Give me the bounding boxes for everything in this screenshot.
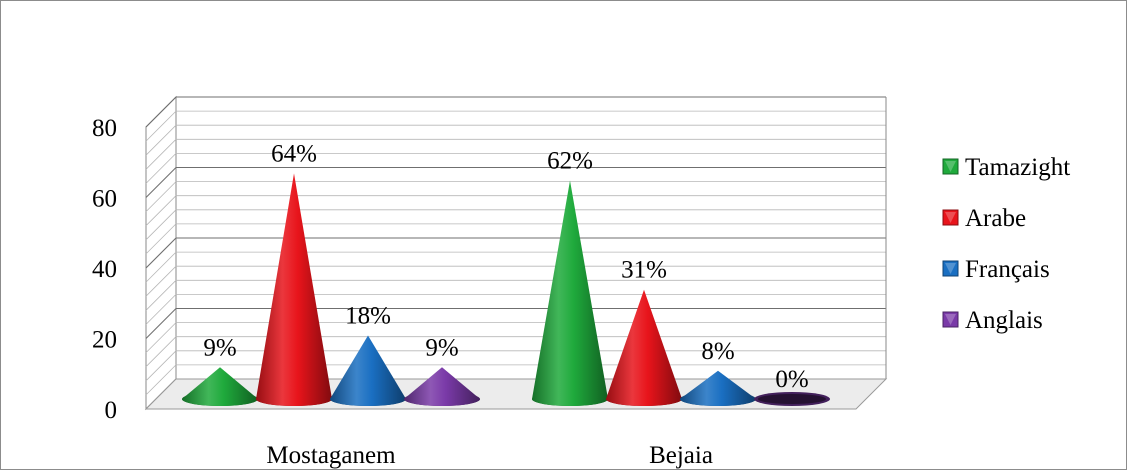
side-gridline-minor — [145, 336, 177, 367]
side-gridline-minor — [145, 153, 177, 184]
legend-item-1: Arabe — [942, 205, 1026, 232]
side-gridline-major — [145, 96, 177, 128]
side-gridline-minor — [145, 209, 177, 241]
legend-item-3: Anglais — [942, 307, 1043, 334]
cone-body — [330, 335, 406, 406]
legend-label: Français — [965, 256, 1050, 283]
category-label-1: Bejaia — [649, 442, 713, 469]
side-gridline-major — [145, 167, 177, 198]
side-gridline-minor — [145, 223, 177, 255]
cone-Anglais-Mostaganem — [404, 367, 480, 406]
cone-Tamazight-Mostaganem — [182, 367, 258, 406]
y-tick-label: 40 — [92, 256, 117, 283]
legend-label: Tamazight — [965, 154, 1070, 181]
y-tick-label: 20 — [92, 327, 117, 354]
data-label: 18% — [345, 303, 391, 330]
side-gridline-minor — [145, 350, 177, 382]
cone-body — [680, 370, 756, 406]
side-gridline-minor — [145, 195, 177, 226]
data-label: 8% — [701, 338, 734, 365]
data-label: 9% — [203, 334, 236, 361]
category-labels: Mostaganem Bejaia — [266, 442, 713, 469]
cone-body — [182, 367, 258, 406]
y-tick-label: 80 — [92, 115, 117, 142]
legend-swatch-highlight — [945, 212, 956, 223]
side-gridline-minor — [145, 181, 177, 212]
cone-Arabe-Bejaia — [606, 289, 682, 406]
cone-Tamazight-Bejaia — [532, 180, 608, 406]
side-gridline-minor — [145, 110, 177, 142]
data-label: 9% — [425, 334, 458, 361]
chart-walls — [145, 95, 886, 411]
side-gridline-minor — [145, 265, 177, 297]
cone-Français-Mostaganem — [330, 335, 406, 406]
data-label: 0% — [775, 366, 808, 393]
side-gridline-minor — [145, 294, 177, 325]
y-tick-label: 0 — [105, 397, 118, 424]
side-gridline-minor — [145, 280, 177, 311]
cone-Français-Bejaia — [680, 370, 756, 406]
side-gridline-minor — [145, 124, 177, 156]
side-gridline-minor — [145, 251, 177, 283]
data-labels: 9% 64% 18% 9% 62% 31% 8% 0% — [203, 140, 808, 393]
cone-body — [256, 173, 332, 406]
y-tick-label: 60 — [92, 186, 117, 213]
data-label: 31% — [621, 257, 667, 284]
cone-body — [606, 289, 682, 406]
legend-swatch-highlight — [945, 263, 956, 274]
cone-Arabe-Mostaganem — [256, 173, 332, 406]
side-gridline-minor — [145, 139, 177, 170]
legend-swatch-highlight — [945, 161, 956, 172]
y-axis-ticks: 0 20 40 60 80 — [92, 115, 117, 424]
cone-Anglais-Bejaia — [754, 392, 830, 406]
side-gridline-minor — [145, 364, 177, 396]
side-gridline-minor — [145, 322, 177, 353]
cone-flat — [758, 394, 826, 404]
legend-item-0: Tamazight — [942, 154, 1070, 181]
cone-body — [404, 367, 480, 406]
cone-body — [532, 180, 608, 406]
legend-item-2: Français — [942, 256, 1050, 283]
cone-series — [182, 173, 830, 406]
data-label: 62% — [547, 147, 593, 174]
legend: Tamazight Arabe Français Anglais — [942, 154, 1070, 334]
side-gridline-major — [145, 237, 177, 269]
legend-label: Arabe — [965, 205, 1026, 232]
data-label: 64% — [271, 140, 317, 167]
legend-label: Anglais — [965, 307, 1043, 334]
category-label-0: Mostaganem — [266, 442, 396, 469]
side-gridline-major — [145, 308, 177, 339]
legend-swatch-highlight — [945, 314, 956, 325]
